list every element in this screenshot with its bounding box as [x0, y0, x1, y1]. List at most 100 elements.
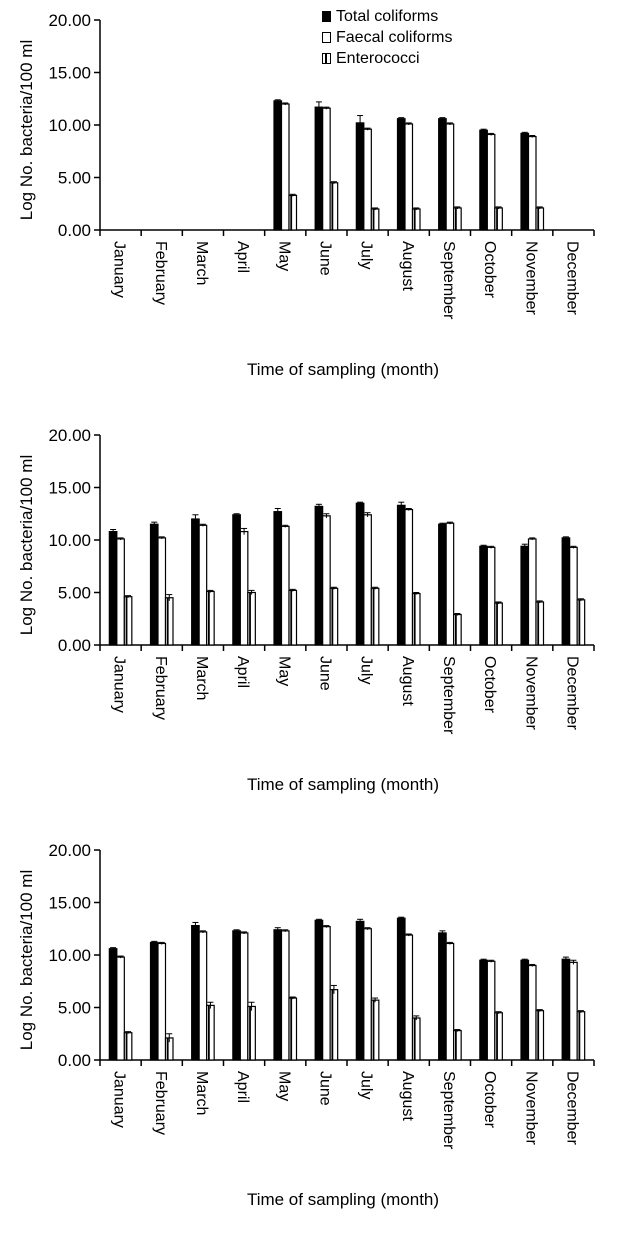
bar-total-coliforms [438, 932, 447, 1061]
bar-total-coliforms [232, 514, 241, 646]
bar-enterococci [411, 208, 421, 231]
bar-faecal-coliforms [363, 928, 372, 1061]
bar-enterococci [494, 207, 503, 231]
y-tick-label: 15.00 [48, 894, 91, 913]
bar-faecal-coliforms [198, 524, 208, 646]
x-tick-label: January [111, 656, 128, 713]
x-tick-label: August [399, 241, 416, 291]
x-tick-label: March [193, 241, 210, 285]
bar-faecal-coliforms [116, 538, 125, 646]
bar-faecal-coliforms [404, 934, 414, 1061]
x-tick-label: December [563, 656, 580, 730]
bar-total-coliforms [314, 505, 324, 646]
bar-total-coliforms [149, 941, 159, 1061]
bar-total-coliforms [191, 924, 200, 1061]
bar-enterococci [411, 1017, 421, 1061]
bar-total-coliforms [232, 930, 241, 1061]
bar-enterococci [247, 591, 256, 646]
chart-legend: Total coliforms Faecal coliforms Enteroc… [322, 6, 522, 69]
bar-faecal-coliforms [486, 133, 496, 231]
bar-enterococci [164, 597, 174, 646]
bar-total-coliforms [108, 948, 118, 1061]
bar-enterococci [370, 999, 380, 1061]
bar-faecal-coliforms [404, 123, 414, 231]
x-tick-label: August [399, 656, 416, 706]
bar-enterococci [288, 194, 298, 231]
bar-enterococci [576, 1011, 586, 1061]
bar-faecal-coliforms [157, 537, 167, 646]
bar-faecal-coliforms [322, 107, 331, 231]
bar-enterococci [123, 596, 133, 646]
x-tick-label: February [152, 1071, 169, 1135]
bar-total-coliforms [314, 106, 324, 231]
bar-enterococci [370, 587, 380, 646]
bar-total-coliforms [355, 920, 365, 1061]
bar-enterococci [535, 601, 545, 646]
bar-faecal-coliforms [198, 931, 208, 1061]
x-tick-label: January [111, 241, 128, 298]
bar-faecal-coliforms [239, 932, 249, 1061]
chart-svg-1: 0.00 5.00 10.00 15.00 20.00 January February Ma… [17, 11, 595, 379]
x-axis-title: Time of sampling (month) [247, 775, 439, 794]
bar-faecal-coliforms [322, 515, 331, 646]
x-tick-label: March [193, 1071, 210, 1115]
x-tick-label: December [563, 1071, 580, 1145]
x-tick-label: September [440, 656, 457, 735]
x-tick-label: April [234, 241, 251, 273]
bar-enterococci [494, 1012, 503, 1061]
chart-svg-2: 0.00 5.00 10.00 15.00 20.00 January February Ma… [17, 426, 595, 794]
legend-item-total-coliforms: Total coliforms [322, 6, 522, 27]
bar-enterococci [370, 208, 380, 231]
x-tick-label: September [440, 241, 457, 320]
x-tick-label: June [316, 656, 333, 691]
x-tick-label: October [481, 241, 498, 299]
bar-total-coliforms [396, 917, 406, 1061]
bar-faecal-coliforms [486, 960, 496, 1061]
x-axis-title: Time of sampling (month) [247, 1190, 439, 1209]
bar-faecal-coliforms [445, 522, 455, 646]
y-tick-label: 0.00 [58, 636, 91, 655]
y-tick-label: 20.00 [48, 11, 91, 30]
x-tick-label: February [152, 656, 169, 720]
legend-label: Enterococci [336, 50, 420, 67]
x-axis-title: Time of sampling (month) [247, 360, 439, 379]
bar-total-coliforms [355, 122, 365, 231]
bar-total-coliforms [561, 958, 571, 1061]
y-tick-label: 20.00 [48, 426, 91, 445]
y-tick-label: 15.00 [48, 479, 91, 498]
bar-faecal-coliforms [239, 530, 249, 646]
bar-total-coliforms [273, 511, 283, 646]
bar-enterococci [453, 613, 462, 646]
bar-total-coliforms [561, 537, 571, 646]
x-tick-label: November [522, 241, 539, 315]
bar-total-coliforms [355, 502, 365, 646]
bar-enterococci [206, 1004, 215, 1061]
bar-total-coliforms [520, 959, 530, 1061]
bar-enterococci [494, 602, 503, 646]
y-tick-label: 5.00 [58, 584, 91, 603]
legend-label: Total coliforms [336, 8, 439, 25]
bar-enterococci [247, 1005, 256, 1061]
bar-total-coliforms [479, 959, 488, 1061]
bar-total-coliforms [438, 523, 447, 646]
bar-total-coliforms [273, 929, 283, 1061]
x-tick-label: July [358, 656, 375, 684]
filled-square-icon [322, 11, 331, 22]
y-tick-label: 10.00 [48, 946, 91, 965]
bar-faecal-coliforms [445, 942, 455, 1061]
y-tick-label: 10.00 [48, 116, 91, 135]
y-tick-label: 5.00 [58, 999, 91, 1018]
x-tick-label: May [275, 241, 292, 271]
bar-faecal-coliforms [445, 123, 455, 231]
x-tick-label: February [152, 241, 169, 305]
bar-total-coliforms [108, 530, 118, 646]
chart-panel-2: 0.00 5.00 10.00 15.00 20.00 January February Ma… [0, 415, 628, 825]
bar-enterococci [453, 1030, 462, 1061]
legend-item-faecal-coliforms: Faecal coliforms [322, 27, 522, 48]
bar-enterococci [123, 1032, 133, 1061]
bar-faecal-coliforms [569, 961, 578, 1061]
bar-faecal-coliforms [322, 926, 331, 1061]
chart-svg-3: 0.00 5.00 10.00 15.00 20.00 January February Ma… [17, 841, 595, 1209]
bar-total-coliforms [520, 132, 530, 231]
bar-faecal-coliforms [527, 538, 537, 646]
